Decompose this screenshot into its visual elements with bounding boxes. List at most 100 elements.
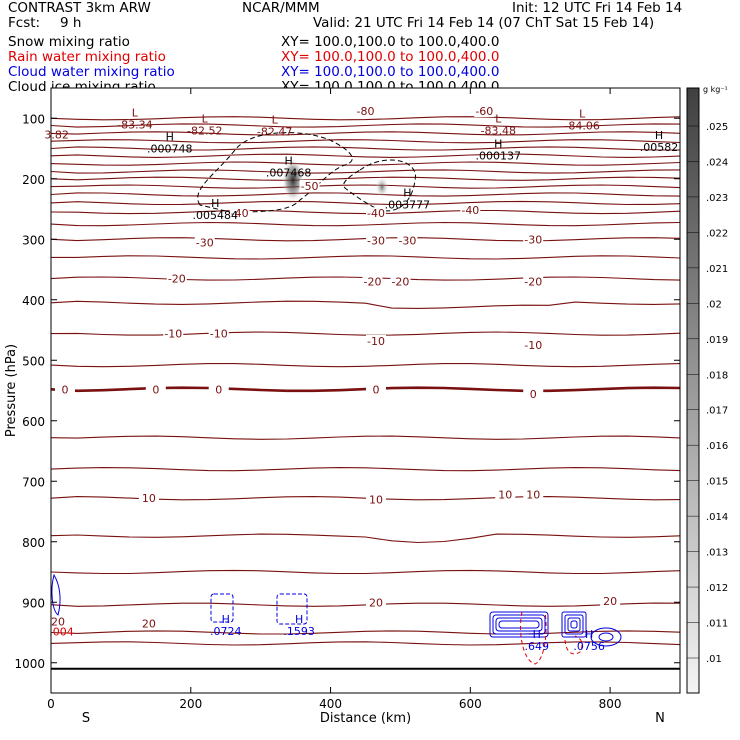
y-axis-label: Pressure (hPa) — [4, 344, 19, 437]
colorbar-tick-label: .015 — [706, 477, 728, 488]
temperature-contour-label: -40 — [461, 204, 479, 217]
colorbar-tick-label: .02 — [706, 299, 722, 310]
low-value: -84.06 — [564, 119, 599, 132]
contour-label-bg — [397, 234, 418, 247]
temperature-contour-label: -30 — [398, 234, 416, 247]
contour-label-bg — [365, 383, 386, 396]
x-tick-label: 800 — [599, 697, 622, 711]
x-tick-label: 0 — [47, 697, 55, 711]
temperature-contour-label: -30 — [367, 234, 385, 247]
contour-label-bg — [208, 327, 229, 340]
temperature-contour-label: 10 — [142, 492, 156, 505]
xy-rain: XY= 100.0,100.0 to 100.0,400.0 — [281, 49, 500, 65]
colorbar-tick-label: .016 — [706, 441, 728, 452]
north-label: N — [655, 711, 665, 726]
cloud-water-high-value: .1593 — [283, 625, 315, 638]
contour-label-bg — [166, 272, 187, 285]
temperature-contour — [50, 533, 681, 544]
temperature-contour-label: 10 — [526, 489, 540, 502]
low-value: 3.82 — [44, 129, 69, 142]
cloud-water-contour — [561, 611, 587, 638]
temperature-contour-label: -80 — [357, 105, 375, 118]
colorbar-tick-label: .011 — [706, 619, 728, 630]
contour-label-bg — [299, 180, 320, 193]
south-label: S — [82, 711, 90, 726]
rain-water-contour — [520, 611, 547, 665]
cloud-water-contour — [51, 573, 61, 616]
contour-label-bg — [495, 488, 516, 501]
cloud-water-high-value: .649 — [524, 640, 549, 653]
temperature-contour-label: 20 — [369, 596, 383, 609]
cloud-water-contour — [570, 620, 578, 629]
legend-cloud-water: Cloud water mixing ratio — [8, 64, 175, 80]
temperature-contour-label: -30 — [524, 233, 542, 246]
temperature-contour-label: 10 — [369, 493, 383, 506]
y-tick-label: 1000 — [14, 657, 45, 671]
temperature-contour-label: -40 — [231, 207, 249, 220]
y-tick-label: 700 — [22, 475, 45, 489]
cloud-water-contour — [564, 614, 584, 635]
contour-label-bg — [474, 104, 495, 117]
temperature-contour — [50, 200, 681, 206]
contour-label-bg — [138, 492, 159, 505]
rain-value: .004 — [49, 625, 74, 638]
contour-label-bg — [365, 207, 386, 220]
cloud-water-contour — [489, 611, 549, 638]
temperature-contour-label: 0 — [152, 383, 159, 396]
low-value: -83.48 — [481, 124, 516, 137]
colorbar-tick-label: .025 — [706, 122, 728, 133]
temperature-contour — [50, 363, 681, 368]
ice-high-value: .003777 — [385, 199, 431, 212]
temperature-contour — [50, 184, 681, 189]
cloud-water-high-value: .0756 — [573, 640, 605, 653]
contour-label-bg — [47, 615, 68, 628]
contour-label-bg — [523, 233, 544, 246]
ice-high-value: .005484 — [192, 209, 238, 222]
temperature-contour-label: -20 — [524, 276, 542, 289]
plot-title: CONTRAST 3km ARW — [8, 0, 151, 16]
cloud-ice-maximum — [375, 176, 389, 198]
contour-label-bg — [523, 339, 544, 352]
temperature-contour-label: 10 — [498, 489, 512, 502]
temperature-contour-label: -60 — [475, 105, 493, 118]
plot-frame — [50, 87, 681, 694]
temperature-contour-label: 0 — [215, 383, 222, 396]
temperature-contour — [50, 237, 681, 242]
cloud-water-high-marker: H — [533, 628, 541, 641]
xy-snow: XY= 100.0,100.0 to 100.0,400.0 — [281, 34, 500, 50]
x-axis-label: Distance (km) — [320, 711, 411, 726]
low-value: -82.52 — [187, 124, 222, 137]
low-marker: L — [579, 107, 586, 120]
temperature-contour — [50, 153, 681, 158]
forecast-hours: 9 h — [60, 15, 82, 31]
cloud-water-contour — [495, 617, 543, 632]
cloud-water-contour — [590, 627, 622, 647]
contour-label-bg — [600, 595, 621, 608]
y-tick-label: 500 — [22, 354, 45, 368]
rain-water-contour — [564, 635, 583, 655]
temperature-contour-label: 20 — [51, 616, 65, 629]
temperature-contour — [50, 116, 681, 121]
temperature-contour-label: 0 — [372, 383, 379, 396]
temperature-contour-label: 20 — [142, 617, 156, 630]
colorbar-tick-label: .024 — [706, 157, 728, 168]
temperature-contour — [50, 435, 681, 440]
contour-label-bg — [163, 327, 184, 340]
xy-cloud-water: XY= 100.0,100.0 to 100.0,400.0 — [281, 64, 500, 80]
temperature-contour-label: -20 — [364, 276, 382, 289]
y-tick-label: 100 — [22, 112, 45, 126]
y-tick-label: 600 — [22, 415, 45, 429]
ice-high-marker: H — [494, 138, 502, 151]
contour-label-bg — [208, 383, 229, 396]
cloud-water-high-marker: H — [222, 613, 230, 626]
temperature-contour — [50, 139, 681, 144]
colorbar-tick-label: .012 — [706, 583, 728, 594]
contour-label-bg — [355, 104, 376, 117]
contour-label-bg — [523, 488, 544, 501]
temperature-contour-label: -20 — [391, 276, 409, 289]
temperature-contour-label: -50 — [301, 180, 319, 193]
temperature-contour-label: -10 — [210, 328, 228, 341]
ice-high-value: .000137 — [476, 150, 522, 163]
ice-high-value: .000748 — [147, 142, 193, 155]
colorbar-tick-label: .013 — [706, 548, 728, 559]
